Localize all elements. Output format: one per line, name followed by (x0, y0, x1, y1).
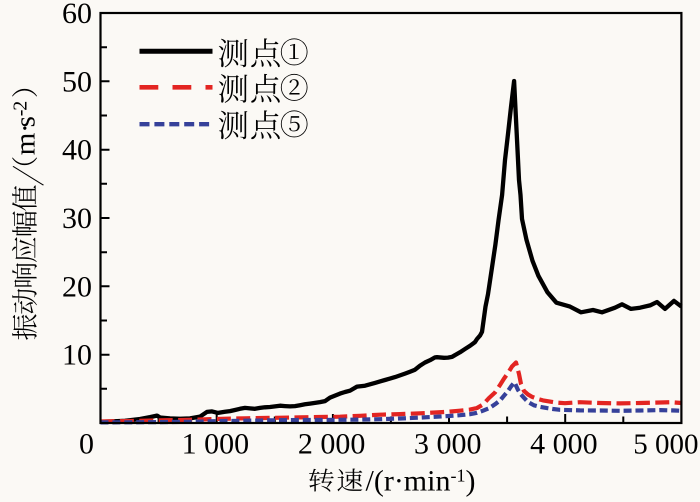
svg-text:5 000: 5 000 (633, 428, 698, 460)
svg-text:·: · (10, 123, 42, 133)
svg-text:-: - (10, 110, 32, 117)
svg-text:s: s (10, 116, 42, 127)
svg-text:2 000: 2 000 (298, 427, 366, 460)
svg-text:50: 50 (62, 65, 92, 98)
svg-text:20: 20 (62, 270, 92, 303)
svg-text:3 000: 3 000 (414, 427, 482, 460)
svg-text:1 000: 1 000 (182, 427, 250, 460)
svg-text:0: 0 (79, 427, 94, 460)
svg-text:10: 10 (62, 339, 92, 372)
svg-text:2: 2 (10, 101, 32, 111)
svg-text:40: 40 (62, 134, 92, 167)
svg-text:60: 60 (62, 0, 92, 30)
svg-text:30: 30 (62, 202, 92, 235)
svg-text:4 000: 4 000 (530, 427, 598, 460)
svg-text:m: m (10, 132, 42, 155)
